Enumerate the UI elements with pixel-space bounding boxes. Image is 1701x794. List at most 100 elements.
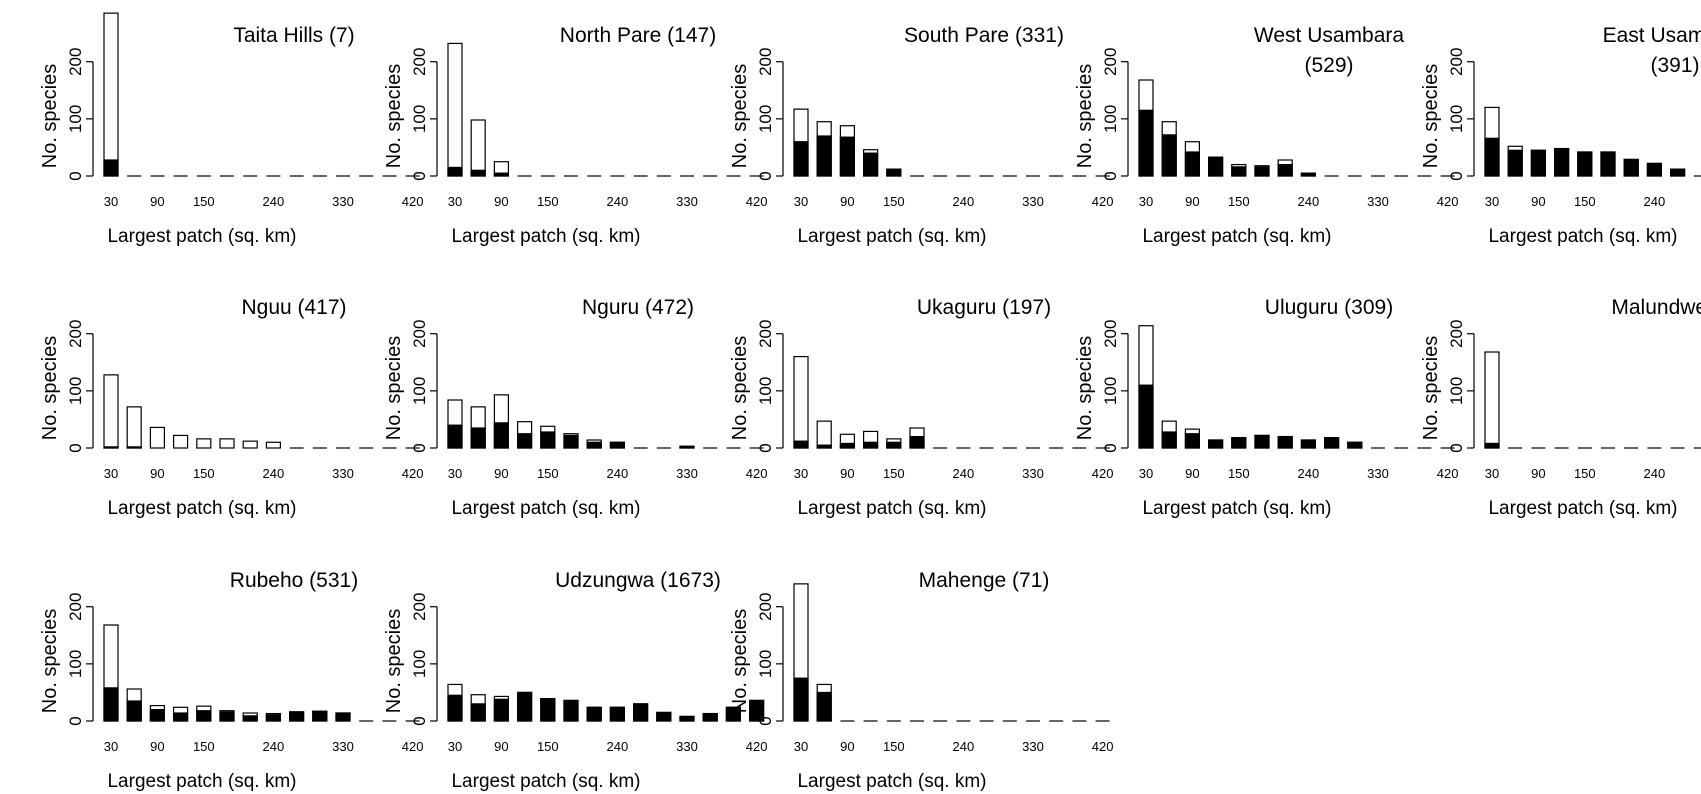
bar-black	[173, 712, 189, 722]
y-tick-label: 200	[1101, 320, 1120, 348]
y-tick-label: 100	[1447, 105, 1466, 133]
y-tick-label: 0	[66, 443, 85, 452]
x-tick-label: 90	[150, 739, 164, 754]
x-tick-label: 240	[607, 739, 629, 754]
bar-black	[586, 706, 602, 722]
y-tick-label: 100	[410, 650, 429, 678]
y-tick-label: 100	[756, 650, 775, 678]
bar-black	[447, 694, 463, 722]
y-axis-label: No. species	[39, 609, 61, 714]
bar-black	[447, 166, 463, 177]
panel-title: Taita Hills (7)	[233, 24, 354, 47]
x-axis-label: Largest patch (sq. km)	[451, 498, 640, 519]
bar-total	[196, 438, 212, 449]
x-tick-label: 30	[794, 739, 808, 754]
chart-panel-7: 0 100 200 30 90 150 240 330 420 Largest patch (sq…	[383, 296, 767, 519]
x-tick-label: 150	[1228, 466, 1250, 481]
bar-black	[289, 711, 305, 722]
bar-black	[1347, 441, 1363, 449]
bar-black	[886, 168, 902, 177]
bar-black	[1300, 172, 1317, 177]
y-axis-label: No. species	[729, 64, 751, 169]
bar-total	[242, 440, 258, 449]
bar-black	[1184, 151, 1201, 177]
bar-black	[1484, 137, 1500, 177]
y-tick-label: 200	[756, 48, 775, 76]
bar-black	[1553, 147, 1570, 177]
y-tick-label: 200	[410, 320, 429, 348]
bar-black	[748, 699, 765, 722]
x-tick-label: 150	[193, 466, 215, 481]
x-tick-label: 90	[1531, 194, 1545, 209]
x-tick-label: 420	[1092, 194, 1114, 209]
bar-black	[1507, 149, 1523, 177]
y-tick-label: 200	[410, 593, 429, 621]
y-tick-label: 100	[756, 377, 775, 405]
x-tick-label: 240	[1644, 194, 1666, 209]
bar-black	[312, 710, 328, 722]
x-tick-label: 420	[746, 194, 768, 209]
panel-title: Malundwe (2)	[1611, 296, 1701, 319]
y-tick-label: 200	[66, 320, 85, 348]
y-tick-label: 100	[66, 377, 85, 405]
bar-black	[839, 442, 856, 449]
bar-black	[1254, 434, 1270, 449]
bar-black	[516, 433, 533, 449]
panel-title: Ukaguru (197)	[917, 296, 1051, 319]
x-tick-label: 240	[263, 739, 285, 754]
chart-panel-2: 0 100 200 30 90 150 240 330 420 Largest patch (sq…	[383, 24, 767, 247]
x-tick-label: 150	[193, 194, 215, 209]
bar-black	[540, 698, 556, 722]
bar-black	[335, 712, 351, 722]
x-tick-label: 30	[104, 194, 118, 209]
x-tick-label: 240	[953, 739, 975, 754]
bar-black	[1138, 384, 1154, 449]
y-tick-label: 0	[410, 443, 429, 452]
x-tick-label: 90	[494, 739, 508, 754]
x-tick-label: 240	[263, 194, 285, 209]
bar-black	[609, 706, 626, 722]
bar-black	[816, 691, 832, 722]
bar-black	[586, 441, 602, 449]
chart-panel-11: 0 100 200 30 90 150 240 330 420 Largest patch (sq…	[39, 569, 423, 792]
bar-black	[679, 445, 695, 449]
bar-black	[1323, 437, 1340, 449]
x-tick-label: 150	[1574, 466, 1596, 481]
x-tick-label: 150	[1574, 194, 1596, 209]
bar-black	[1207, 156, 1224, 177]
x-tick-label: 90	[840, 194, 854, 209]
x-tick-label: 90	[150, 194, 164, 209]
x-tick-label: 150	[537, 194, 559, 209]
bar-black	[540, 431, 556, 449]
x-tick-label: 150	[1228, 194, 1250, 209]
bar-black	[1138, 109, 1154, 177]
chart-panel-12: 0 100 200 30 90 150 240 330 420 Largest patch (sq…	[383, 569, 767, 792]
bar-black	[242, 715, 258, 722]
bar-black	[1254, 166, 1270, 177]
x-tick-label: 90	[840, 466, 854, 481]
x-axis-label: Largest patch (sq. km)	[1488, 498, 1677, 519]
bar-black	[793, 141, 809, 177]
y-axis-label: No. species	[1420, 336, 1442, 441]
bar-black	[493, 698, 509, 722]
bar-total	[447, 42, 463, 177]
bar-black	[126, 700, 142, 722]
bar-black	[609, 441, 626, 449]
x-tick-label: 150	[537, 739, 559, 754]
x-tick-label: 330	[1367, 466, 1389, 481]
y-tick-label: 0	[66, 171, 85, 180]
y-tick-label: 0	[1447, 443, 1466, 452]
bar-total	[793, 355, 809, 449]
panel-title: Nguru (472)	[582, 296, 694, 319]
x-tick-label: 330	[676, 739, 698, 754]
x-tick-label: 240	[1644, 466, 1666, 481]
y-tick-label: 200	[66, 593, 85, 621]
bar-black	[447, 424, 463, 449]
bar-black	[1669, 168, 1686, 177]
bar-black	[196, 710, 212, 722]
bar-black	[1646, 162, 1663, 177]
bar-black	[839, 136, 856, 177]
bar-black	[563, 434, 579, 449]
x-tick-label: 30	[794, 194, 808, 209]
x-tick-label: 420	[746, 739, 768, 754]
